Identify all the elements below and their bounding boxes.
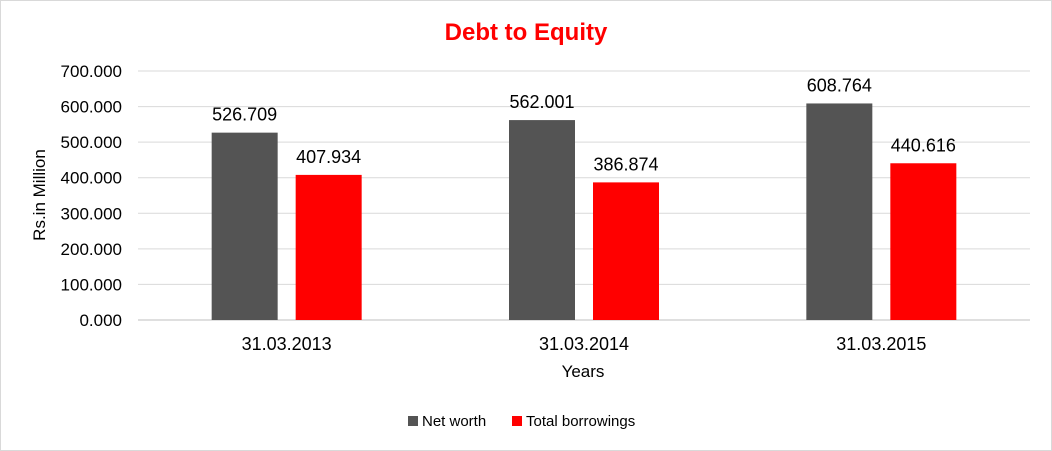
legend: Net worth Total borrowings: [408, 413, 635, 430]
chart-title: Debt to Equity: [445, 19, 608, 46]
bar: [593, 182, 659, 320]
bar: [509, 120, 575, 320]
y-tick-label: 600.000: [61, 98, 122, 117]
bar: [806, 103, 873, 320]
data-label: 440.616: [891, 135, 956, 155]
x-axis-title: Years: [562, 362, 605, 381]
y-tick-label: 0.000: [79, 311, 122, 330]
x-tick-label: 31.03.2013: [242, 334, 332, 354]
legend-label: Total borrowings: [526, 413, 635, 430]
data-label: 562.001: [509, 92, 574, 112]
y-tick-label: 100.000: [61, 275, 122, 294]
data-label: 386.874: [593, 154, 658, 174]
y-tick-label: 300.000: [61, 204, 122, 223]
x-axis-ticks: 31.03.2013 31.03.2014 31.03.2015: [242, 334, 927, 354]
y-tick-label: 500.000: [61, 133, 122, 152]
x-tick-label: 31.03.2015: [836, 334, 926, 354]
data-label: 526.709: [212, 105, 277, 125]
y-axis-title: Rs.in Million: [30, 149, 49, 241]
legend-swatch: [512, 416, 522, 426]
bars: 526.709 407.934 562.001 386.874 608.764 440.6…: [211, 75, 957, 320]
legend-swatch: [408, 416, 418, 426]
y-tick-label: 400.000: [61, 169, 122, 188]
x-tick-label: 31.03.2014: [539, 334, 629, 354]
data-label: 407.934: [296, 147, 361, 167]
bar: [295, 174, 362, 320]
bar: [890, 163, 957, 320]
data-label: 608.764: [807, 75, 872, 95]
y-tick-label: 700.000: [61, 62, 122, 81]
gridlines: [138, 70, 1030, 321]
legend-label: Net worth: [422, 413, 486, 430]
bar: [211, 132, 278, 320]
y-axis-ticks: 0.000 100.000 200.000 300.000 400.000 500.000…: [61, 62, 122, 330]
y-tick-label: 200.000: [61, 240, 122, 259]
